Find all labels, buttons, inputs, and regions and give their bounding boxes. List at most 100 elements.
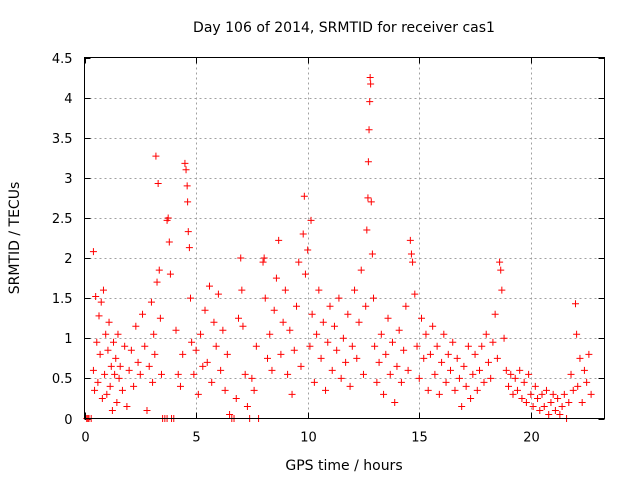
data-point bbox=[328, 366, 336, 374]
data-point bbox=[476, 366, 484, 374]
data-point bbox=[279, 318, 287, 326]
data-point bbox=[272, 274, 280, 282]
data-point bbox=[353, 354, 361, 362]
data-point bbox=[150, 330, 158, 338]
data-point bbox=[92, 293, 100, 301]
y-tick-label: 3 bbox=[64, 172, 72, 187]
data-point bbox=[362, 302, 370, 310]
data-point bbox=[152, 152, 160, 160]
x-tick-label: 10 bbox=[300, 431, 317, 446]
data-point bbox=[123, 402, 131, 410]
data-point bbox=[458, 402, 466, 410]
data-point bbox=[413, 342, 421, 350]
data-point bbox=[115, 374, 123, 382]
data-point bbox=[238, 286, 246, 294]
data-point bbox=[143, 406, 151, 414]
data-point bbox=[192, 346, 200, 354]
data-point bbox=[153, 278, 161, 286]
data-point bbox=[482, 330, 490, 338]
data-point bbox=[182, 166, 190, 174]
data-point bbox=[136, 370, 144, 378]
data-point bbox=[132, 322, 140, 330]
data-point bbox=[188, 338, 196, 346]
data-point bbox=[91, 386, 99, 394]
data-point bbox=[301, 270, 309, 278]
y-axis-label: SRMTID / TECUs bbox=[7, 182, 23, 295]
data-point bbox=[386, 370, 394, 378]
data-point bbox=[464, 342, 472, 350]
data-point bbox=[130, 382, 138, 390]
data-point bbox=[317, 354, 325, 362]
y-tick-label: 1.5 bbox=[52, 292, 73, 307]
data-point bbox=[310, 378, 318, 386]
data-point bbox=[527, 390, 535, 398]
data-point bbox=[426, 350, 434, 358]
data-point bbox=[286, 326, 294, 334]
data-point bbox=[406, 236, 414, 244]
data-point bbox=[576, 354, 584, 362]
data-point bbox=[156, 314, 164, 322]
data-point bbox=[366, 74, 374, 82]
data-point bbox=[103, 390, 111, 398]
data-point bbox=[417, 314, 425, 322]
data-point bbox=[212, 342, 220, 350]
data-point bbox=[391, 398, 399, 406]
data-point bbox=[574, 382, 582, 390]
x-tick-label: 15 bbox=[411, 431, 428, 446]
data-point bbox=[164, 214, 172, 222]
data-point bbox=[578, 398, 586, 406]
data-point bbox=[402, 302, 410, 310]
data-point bbox=[185, 244, 193, 252]
data-point bbox=[208, 378, 216, 386]
data-point bbox=[335, 294, 343, 302]
data-point bbox=[93, 338, 101, 346]
data-point bbox=[203, 358, 211, 366]
data-point bbox=[491, 310, 499, 318]
data-point bbox=[404, 366, 412, 374]
data-point bbox=[447, 366, 455, 374]
data-point bbox=[259, 258, 267, 266]
data-point bbox=[277, 350, 285, 358]
data-point bbox=[371, 342, 379, 350]
y-tick-label: 1 bbox=[64, 332, 72, 347]
data-point bbox=[232, 394, 240, 402]
data-point bbox=[293, 302, 301, 310]
data-point bbox=[534, 394, 542, 402]
data-point bbox=[438, 358, 446, 366]
data-point bbox=[266, 330, 274, 338]
y-tick-label: 2.5 bbox=[52, 212, 73, 227]
data-point bbox=[243, 402, 251, 410]
data-point bbox=[102, 330, 110, 338]
data-point bbox=[319, 318, 327, 326]
data-point bbox=[326, 302, 334, 310]
data-point bbox=[415, 374, 423, 382]
data-point bbox=[467, 394, 475, 402]
data-point bbox=[380, 390, 388, 398]
data-point bbox=[367, 80, 375, 88]
data-point bbox=[94, 378, 102, 386]
data-point bbox=[478, 342, 486, 350]
data-point bbox=[252, 342, 260, 350]
data-point bbox=[565, 398, 573, 406]
data-point bbox=[118, 386, 126, 394]
data-point bbox=[176, 382, 184, 390]
data-point bbox=[194, 390, 202, 398]
data-point bbox=[449, 338, 457, 346]
data-point bbox=[313, 330, 321, 338]
data-point bbox=[451, 386, 459, 394]
data-point bbox=[304, 246, 312, 254]
data-point bbox=[306, 342, 314, 350]
x-tick-label: 0 bbox=[81, 431, 89, 446]
data-point bbox=[355, 318, 363, 326]
grid bbox=[84, 57, 605, 419]
data-point bbox=[299, 230, 307, 238]
data-point bbox=[155, 266, 163, 274]
data-point bbox=[112, 354, 120, 362]
data-point bbox=[585, 350, 593, 358]
data-point bbox=[556, 410, 564, 418]
x-tick-label: 5 bbox=[192, 431, 200, 446]
data-point bbox=[558, 402, 566, 410]
data-point bbox=[281, 286, 289, 294]
data-point bbox=[197, 330, 205, 338]
data-point bbox=[435, 390, 443, 398]
